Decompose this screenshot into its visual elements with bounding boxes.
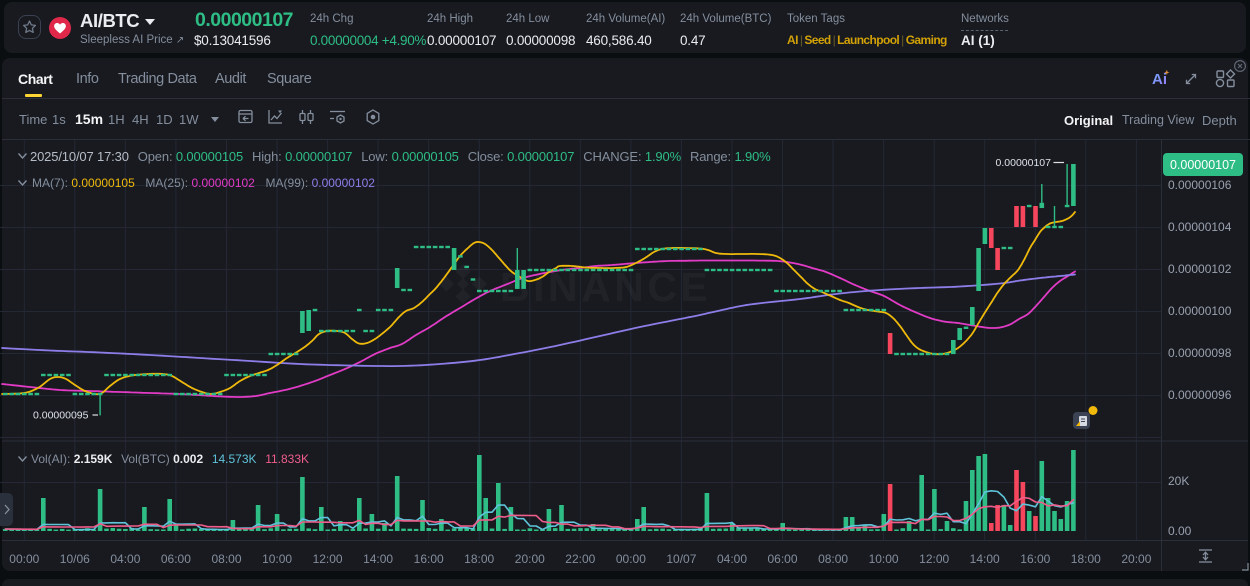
svg-text:10:00: 10:00 <box>869 552 899 566</box>
svg-text:20:00: 20:00 <box>1121 552 1151 566</box>
svg-text:0.00000095: 0.00000095 <box>33 410 89 422</box>
svg-text:04:00: 04:00 <box>717 552 747 566</box>
svg-text:0.00: 0.00 <box>1168 524 1192 538</box>
svg-text:16:00: 16:00 <box>1020 552 1050 566</box>
svg-text:12:00: 12:00 <box>919 552 949 566</box>
svg-text:06:00: 06:00 <box>161 552 191 566</box>
svg-text:10/07: 10/07 <box>666 552 696 566</box>
svg-text:00:00: 00:00 <box>616 552 646 566</box>
svg-text:22:00: 22:00 <box>565 552 595 566</box>
svg-text:10:00: 10:00 <box>262 552 292 566</box>
svg-text:0.00000107: 0.00000107 <box>996 157 1052 169</box>
svg-text:0.00000098: 0.00000098 <box>1168 346 1232 360</box>
svg-text:14:00: 14:00 <box>363 552 393 566</box>
svg-text:10/06: 10/06 <box>60 552 90 566</box>
svg-text:0.00000107: 0.00000107 <box>1170 158 1236 172</box>
svg-text:14:00: 14:00 <box>970 552 1000 566</box>
svg-text:12:00: 12:00 <box>313 552 343 566</box>
svg-text:0.00000104: 0.00000104 <box>1168 220 1232 234</box>
svg-text:16:00: 16:00 <box>414 552 444 566</box>
svg-text:Ai: Ai <box>1152 71 1167 88</box>
svg-text:0.00000096: 0.00000096 <box>1168 388 1232 402</box>
svg-text:08:00: 08:00 <box>211 552 241 566</box>
svg-text:0.00000100: 0.00000100 <box>1168 304 1232 318</box>
svg-text:20:00: 20:00 <box>515 552 545 566</box>
svg-text:0.00000102: 0.00000102 <box>1168 262 1232 276</box>
svg-text:00:00: 00:00 <box>9 552 39 566</box>
svg-text:08:00: 08:00 <box>818 552 848 566</box>
svg-text:06:00: 06:00 <box>767 552 797 566</box>
svg-text:20K: 20K <box>1168 474 1189 488</box>
svg-text:18:00: 18:00 <box>464 552 494 566</box>
svg-text:04:00: 04:00 <box>110 552 140 566</box>
svg-text:18:00: 18:00 <box>1071 552 1101 566</box>
svg-text:0.00000106: 0.00000106 <box>1168 178 1232 192</box>
